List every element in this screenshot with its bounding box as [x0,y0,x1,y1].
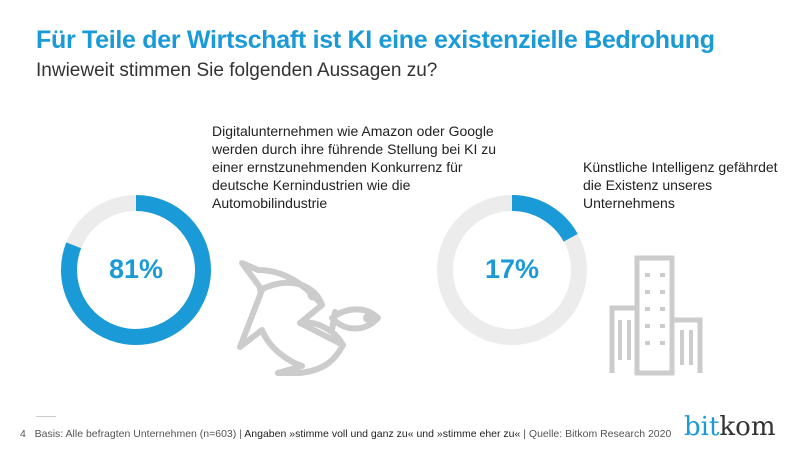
big-fish-eats-small-fish-icon [237,260,381,376]
page-subtitle: Inwieweit stimmen Sie folgenden Aussagen… [36,60,438,81]
footer-rule [36,416,56,417]
building-icon [609,255,703,376]
statement-1: Digitalunternehmen wie Amazon oder Googl… [212,123,497,211]
footer: 4 Basis: Alle befragten Unternehmen (n=6… [20,428,671,440]
footer-basis: Basis: Alle befragten Unternehmen (n=603… [34,428,242,440]
donut-value-arc [511,195,578,242]
bitkom-logo: bitkom [684,412,776,442]
statement-2: Künstliche Intelligenz gefährdet die Exi… [583,159,778,211]
donut-2 [437,195,587,345]
donut-1-value-label: 81% [108,254,164,284]
footer-angaben: Angaben »stimme voll und ganz zu« und »s… [244,428,521,440]
donut-value-arc [61,195,211,345]
donut-2-value-label: 17% [484,254,540,284]
page-title: Für Teile der Wirtschaft ist KI eine exi… [36,26,715,54]
footer-source: | Quelle: Bitkom Research 2020 [523,428,672,440]
page-number: 4 [20,428,26,440]
donut-1 [61,195,211,345]
